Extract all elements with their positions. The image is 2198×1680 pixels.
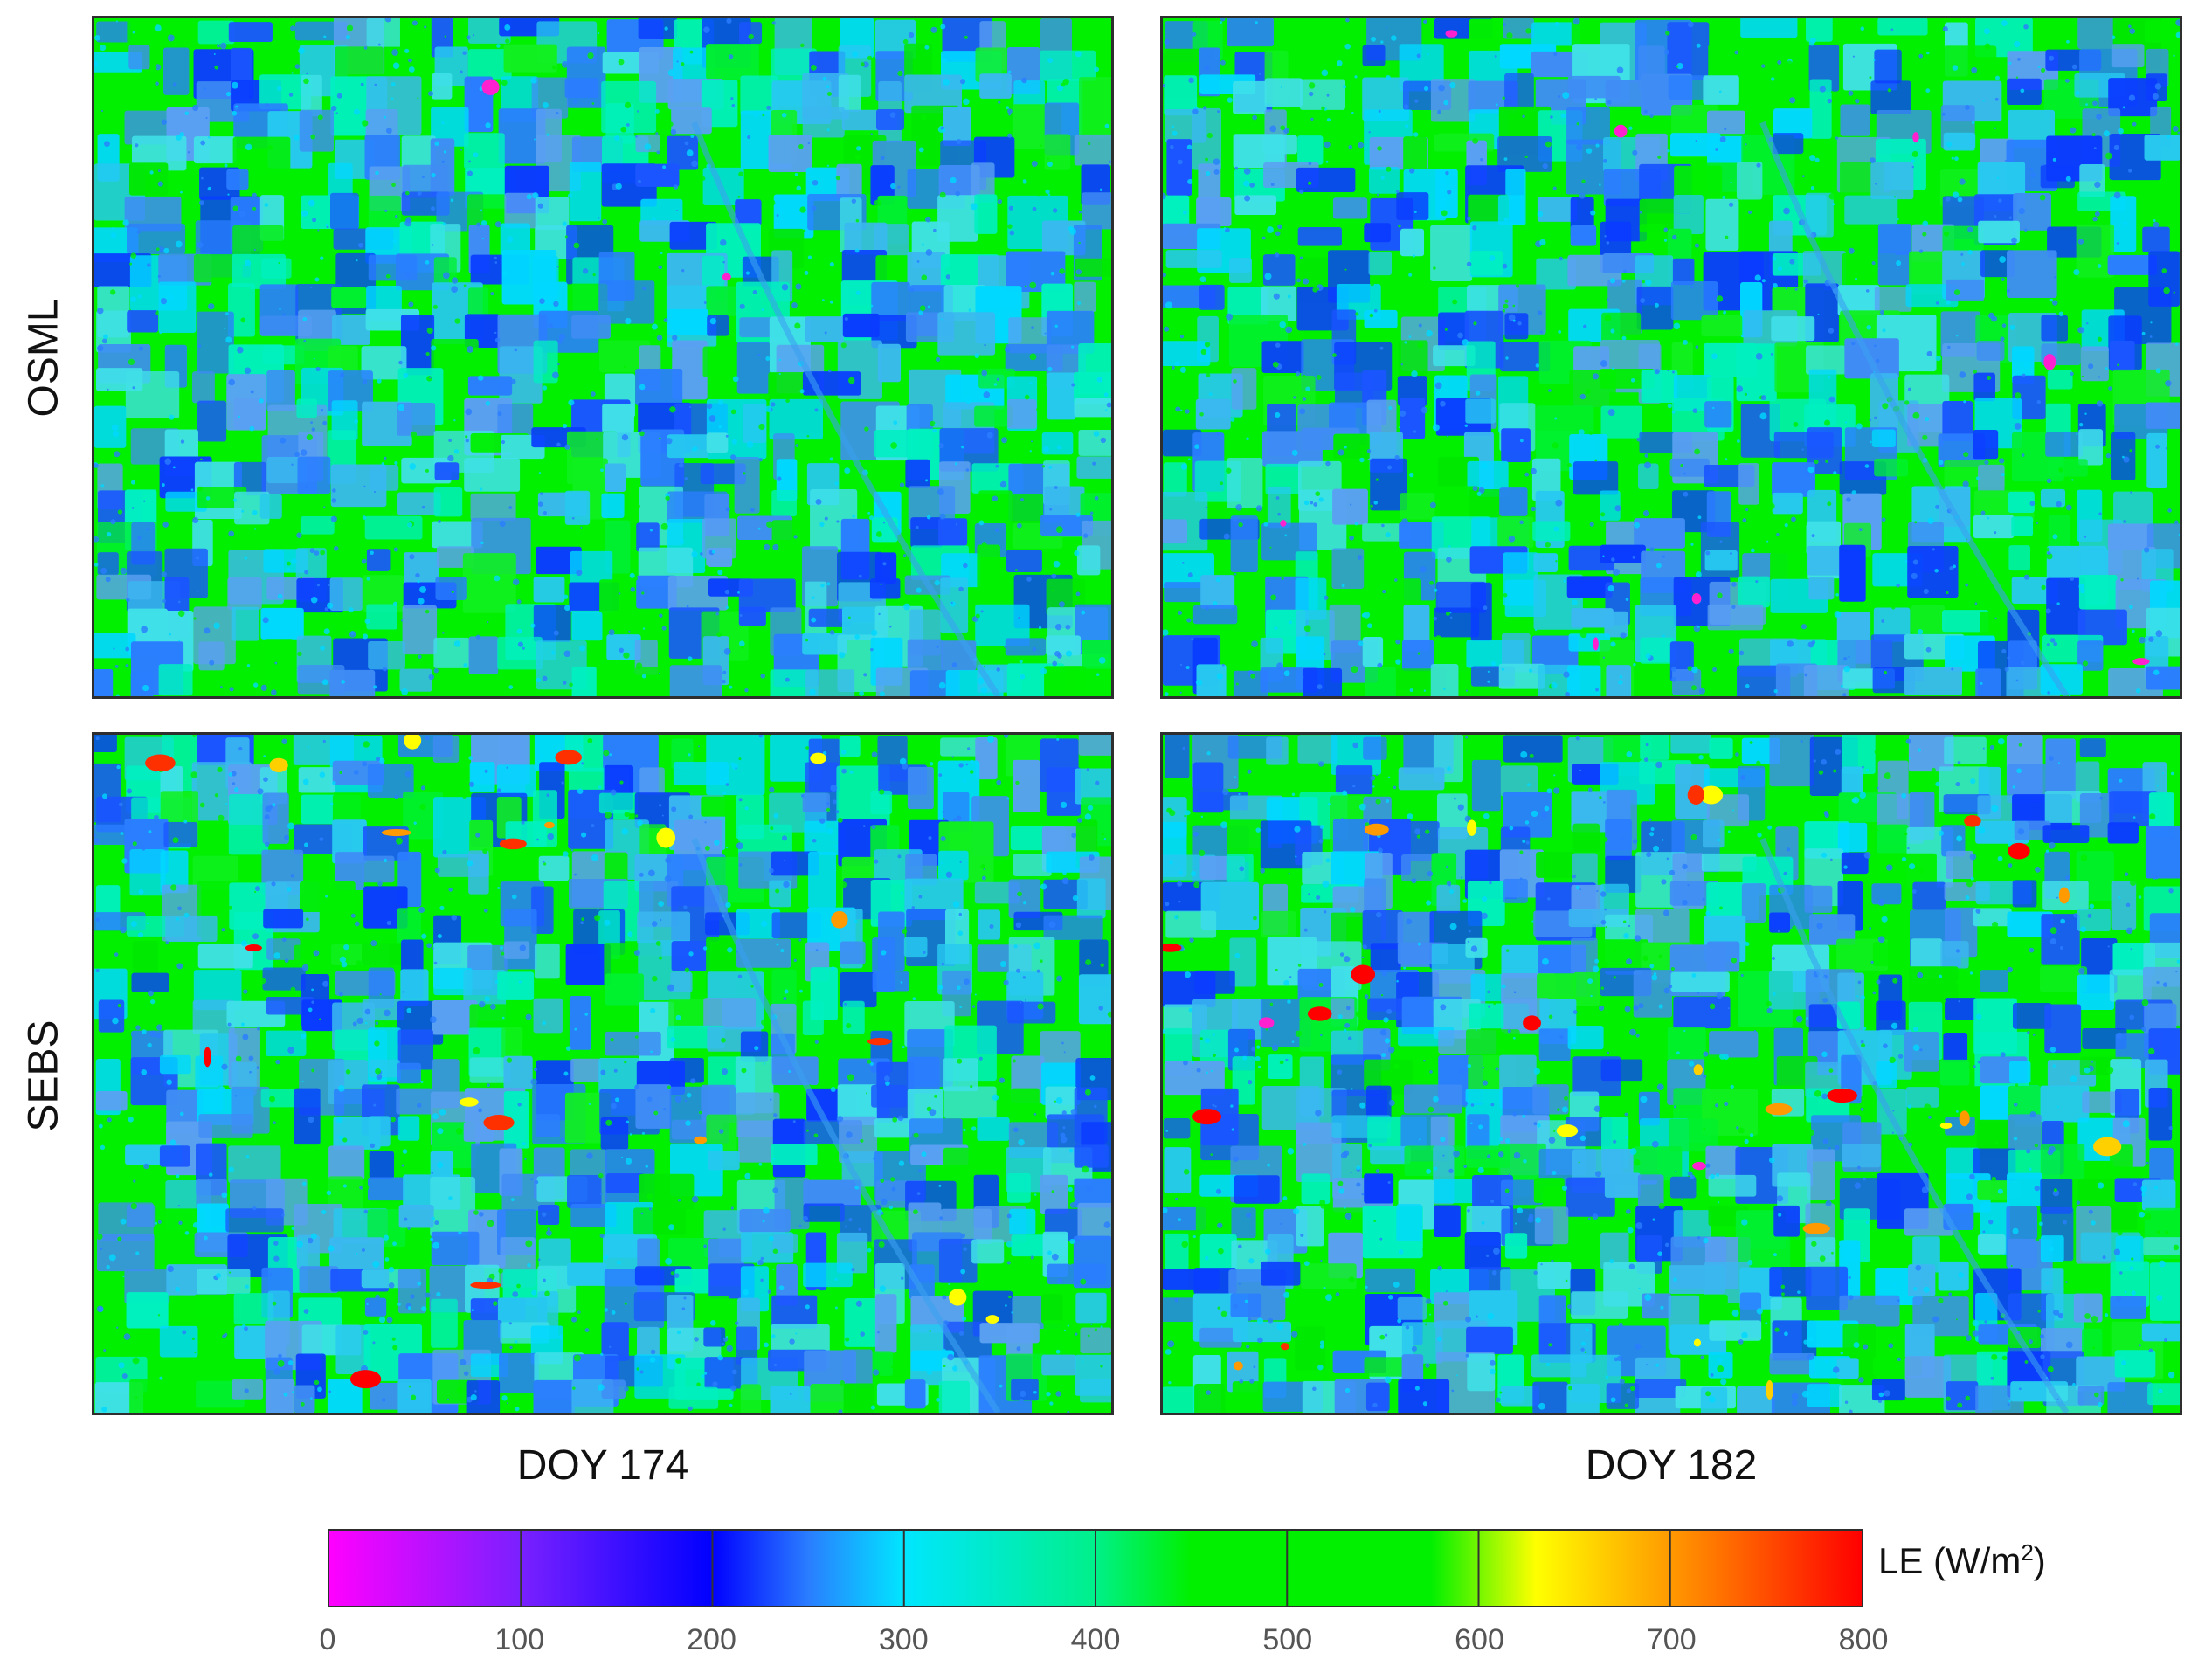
row-label-sebs: SEBS [20, 1020, 67, 1132]
colorbar-tick-label: 700 [1646, 1623, 1697, 1656]
le-map-osml-doy182 [1163, 18, 2180, 696]
le-map-sebs-doy174 [94, 735, 1111, 1413]
colorbar-tick-label: 200 [687, 1623, 736, 1656]
colorbar-tick-label: 300 [878, 1623, 929, 1656]
column-label-doy174: DOY 174 [516, 1442, 689, 1489]
column-label-doy182: DOY 182 [1585, 1442, 1758, 1489]
colorbar-tick-label: 800 [1838, 1623, 1889, 1656]
colorbar-tick-label: 400 [1070, 1623, 1121, 1656]
colorbar-units-label: LE (W/m2) [1878, 1539, 2046, 1581]
map-panel-sebs-doy174 [92, 732, 1114, 1415]
le-map-osml-doy174 [94, 18, 1111, 696]
map-panel-osml-doy182 [1160, 16, 2182, 699]
colorbar-tick-label: 600 [1455, 1623, 1504, 1656]
colorbar [328, 1529, 1863, 1607]
colorbar-tick-label: 100 [494, 1623, 545, 1656]
colorbar-tick-label: 0 [319, 1623, 336, 1656]
map-panel-sebs-doy182 [1160, 732, 2182, 1415]
row-label-osml: OSML [20, 298, 67, 418]
map-panel-osml-doy174 [92, 16, 1114, 699]
colorbar-tick-label: 500 [1262, 1623, 1313, 1656]
le-map-sebs-doy182 [1163, 735, 2180, 1413]
colorbar-gradient [329, 1531, 1862, 1606]
